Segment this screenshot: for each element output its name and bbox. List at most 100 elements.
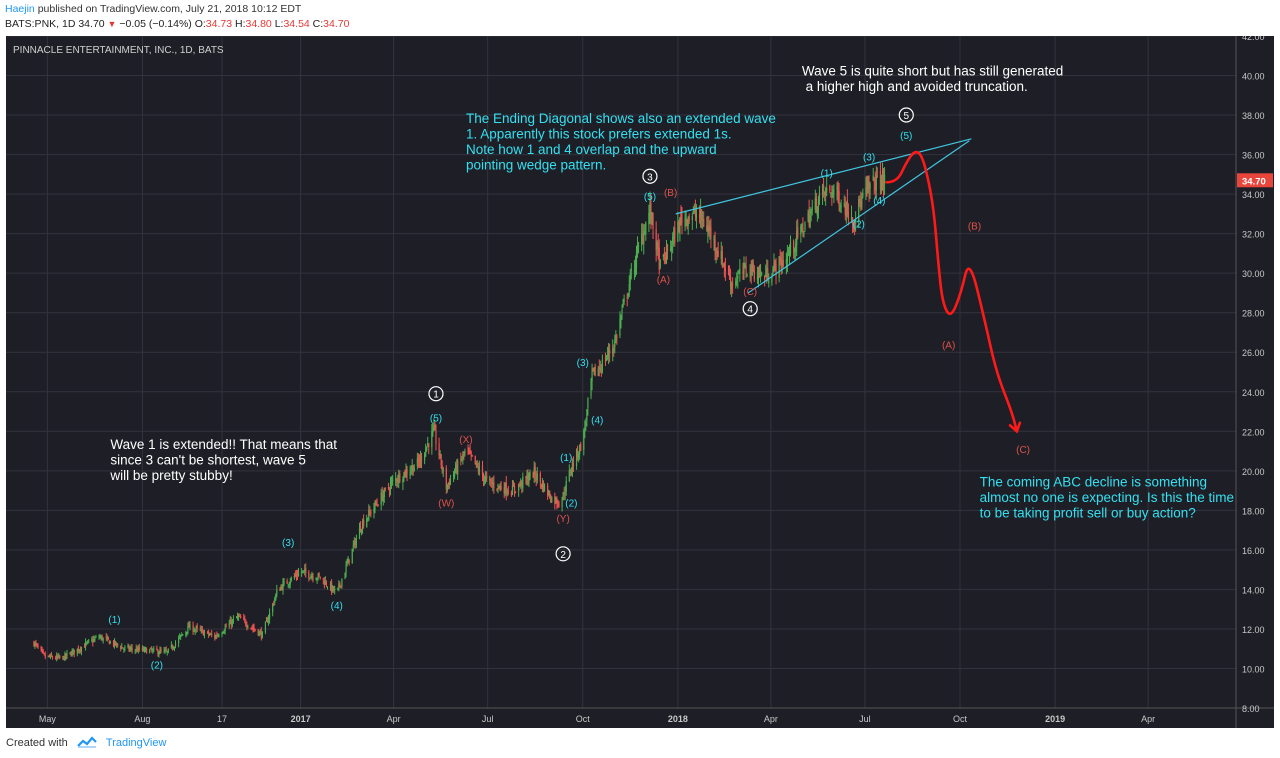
candle-body	[214, 634, 216, 639]
chart-pane[interactable]: 8.00 10.00 12.00 14.00 16.00 18.00 20.00 22.00 2…	[6, 36, 1274, 728]
candle-body	[585, 422, 587, 427]
candle-body	[793, 241, 795, 251]
candle-body	[42, 650, 44, 653]
candle-body	[244, 617, 246, 621]
y-tick-label: 38.00	[1242, 111, 1265, 121]
candle-body	[238, 616, 241, 618]
candle-body	[261, 631, 263, 639]
candle-body	[587, 398, 589, 408]
candle-body	[554, 496, 556, 504]
candle-body	[341, 579, 343, 587]
candle-body	[35, 642, 37, 644]
author-link[interactable]: Haejin	[5, 3, 35, 15]
candle-body	[643, 231, 645, 245]
candle-body	[387, 487, 390, 489]
candle-body	[858, 199, 860, 221]
candle-body	[129, 648, 131, 650]
candle-body	[137, 647, 139, 651]
candle-body	[100, 636, 102, 639]
candle-body	[391, 479, 394, 481]
annotation-text: Note how 1 and 4 overlap and the upward	[466, 142, 717, 157]
wave-label: (5)	[430, 413, 442, 424]
candle-body	[518, 484, 520, 491]
candle-body	[426, 446, 428, 451]
candle-body	[522, 476, 524, 489]
candle-body	[352, 545, 354, 547]
candle-body	[428, 443, 430, 448]
candle-body	[420, 455, 423, 462]
candle-body	[764, 275, 766, 280]
candle-body	[476, 463, 478, 467]
candle-body	[48, 655, 51, 657]
candle-body	[203, 632, 206, 635]
price-chart[interactable]: 8.00 10.00 12.00 14.00 16.00 18.00 20.00 22.00 2…	[6, 36, 1274, 728]
candle-body	[875, 174, 877, 190]
candle-body	[286, 580, 288, 584]
wave-label: (4)	[873, 196, 885, 207]
candle-body	[69, 652, 71, 654]
candle-body	[703, 218, 705, 227]
candle-body	[329, 583, 332, 588]
y-tick-label: 24.00	[1242, 388, 1265, 398]
candle-body	[633, 270, 636, 273]
candle-body	[702, 219, 704, 221]
candle-body	[57, 655, 59, 658]
tradingview-link[interactable]: TradingView	[105, 737, 167, 749]
candle-body	[855, 218, 857, 223]
candle-body	[288, 583, 290, 586]
candle-body	[340, 585, 342, 587]
candle-body	[406, 468, 408, 475]
candle-body	[319, 576, 321, 579]
close-value: 34.70	[323, 18, 350, 30]
candle-body	[302, 570, 304, 572]
candle-body	[753, 270, 755, 280]
y-tick-label: 14.00	[1242, 585, 1265, 595]
candle-body	[345, 565, 347, 573]
candle-body	[635, 250, 638, 268]
candle-body	[375, 503, 377, 505]
candle-body	[831, 192, 833, 197]
candle-body	[78, 649, 80, 652]
candle-body	[178, 637, 180, 644]
wave-label: (3)	[863, 153, 875, 164]
candle-body	[743, 262, 745, 272]
candle-body	[266, 620, 269, 623]
candle-body	[395, 478, 397, 481]
candle-body	[40, 646, 42, 650]
candle-body	[613, 348, 615, 350]
annotation-text: almost no one is expecting. Is this the …	[980, 490, 1234, 505]
candle-body	[659, 259, 661, 268]
candle-body	[308, 571, 310, 578]
candle-body	[477, 466, 479, 472]
candle-body	[317, 573, 319, 579]
candle-body	[131, 647, 133, 650]
candle-body	[695, 213, 698, 218]
candle-body	[709, 228, 711, 232]
candle-body	[586, 409, 588, 421]
candle-body	[174, 643, 177, 647]
candle-body	[98, 637, 100, 639]
candle-body	[803, 231, 805, 235]
candle-body	[775, 264, 777, 276]
candle-body	[645, 222, 647, 235]
candle-body	[142, 648, 145, 651]
candle-body	[376, 503, 378, 505]
candle-body	[71, 651, 73, 656]
candle-body	[556, 498, 558, 504]
candle-body	[153, 648, 155, 650]
candle-body	[124, 646, 126, 649]
candle-body	[880, 181, 883, 192]
candle-body	[316, 578, 318, 580]
candle-body	[368, 510, 370, 520]
candle-body	[151, 649, 153, 651]
ohlc-bar: BATS:PNK, 1D 34.70 ▼ −0.05 (−0.14%) O:34…	[5, 18, 349, 32]
candle-body	[512, 485, 515, 488]
candle-body	[172, 647, 175, 649]
candle-body	[91, 639, 93, 641]
candle-body	[766, 267, 768, 278]
y-tick-label: 30.00	[1242, 269, 1265, 279]
candle-body	[862, 192, 864, 197]
candle-body	[597, 368, 599, 376]
candle-body	[380, 493, 382, 505]
candle-body	[464, 450, 466, 454]
